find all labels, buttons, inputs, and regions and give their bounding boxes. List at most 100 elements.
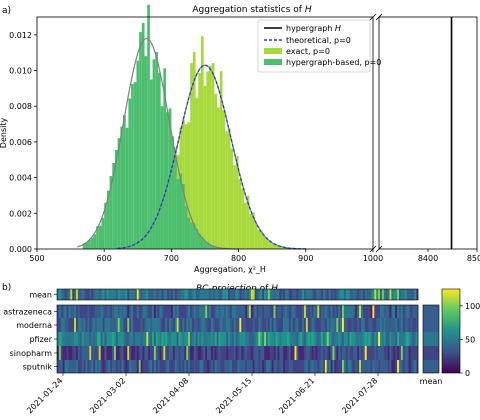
heatmap-cell bbox=[131, 332, 134, 346]
heatmap-cell bbox=[224, 289, 227, 300]
heatmap-cell bbox=[402, 332, 405, 346]
heatmap-cell bbox=[148, 360, 151, 373]
y-tick-label: 0.008 bbox=[9, 102, 32, 111]
heatmap-cell bbox=[264, 289, 267, 300]
exact-histogram-bar bbox=[265, 237, 269, 249]
heatmap-cell bbox=[302, 360, 305, 373]
heatmap-cell bbox=[76, 305, 79, 318]
heatmap-cell bbox=[148, 346, 151, 360]
heatmap-cell bbox=[210, 305, 214, 318]
heatmap-cell bbox=[323, 318, 326, 332]
heatmap-cell bbox=[334, 332, 337, 346]
histogram-area bbox=[77, 4, 453, 250]
heatmap-cell bbox=[121, 289, 124, 300]
hypergraph-based-histogram bbox=[82, 4, 220, 250]
heatmap-cell bbox=[389, 305, 392, 318]
heatmap-cell bbox=[286, 346, 290, 360]
heatmap-cell bbox=[182, 346, 185, 360]
heatmap-cell bbox=[157, 360, 160, 373]
heatmap-cell bbox=[167, 360, 170, 373]
heatmap-cell bbox=[64, 289, 67, 300]
heatmap-cell bbox=[380, 305, 383, 318]
hypergraph-based-histogram-bar bbox=[82, 243, 86, 249]
heatmap-cell bbox=[62, 318, 65, 332]
heatmap-cell bbox=[100, 289, 103, 300]
heatmap-cell bbox=[302, 289, 305, 300]
exact-histogram-bar bbox=[225, 131, 228, 249]
heatmap-cell bbox=[159, 289, 162, 300]
heatmap-cell bbox=[334, 360, 337, 373]
heatmap-cell bbox=[72, 318, 75, 332]
mean-cell bbox=[423, 332, 439, 346]
heatmap-cell bbox=[68, 346, 71, 360]
heatmap-cell bbox=[150, 305, 153, 318]
heatmap-cell bbox=[91, 332, 94, 346]
heatmap-cell bbox=[191, 360, 195, 373]
heatmap-cell bbox=[165, 332, 168, 346]
heatmap-cell bbox=[366, 332, 369, 346]
heatmap-cell bbox=[72, 332, 75, 346]
heatmap-cell bbox=[133, 318, 136, 332]
heatmap-cell bbox=[279, 346, 282, 360]
heatmap-cell bbox=[155, 289, 158, 300]
heatmap-cell bbox=[161, 360, 164, 373]
heatmap-cell bbox=[171, 360, 174, 373]
heatmap-cell bbox=[222, 346, 225, 360]
heatmap-cell bbox=[361, 318, 364, 332]
heatmap-cell bbox=[146, 318, 149, 332]
heatmap-cell bbox=[254, 318, 257, 332]
heatmap-cell bbox=[218, 318, 221, 332]
heatmap-cell bbox=[247, 318, 250, 332]
heatmap-cell bbox=[399, 318, 402, 332]
heatmap-cell bbox=[123, 289, 126, 300]
heatmap-cell bbox=[205, 346, 208, 360]
heatmap-cell bbox=[79, 346, 82, 360]
heatmap-cell bbox=[334, 305, 337, 318]
heatmap-cell bbox=[385, 318, 388, 332]
heatmap-cell bbox=[288, 346, 291, 360]
heatmap-cell bbox=[302, 346, 305, 360]
heatmap-cell bbox=[298, 332, 301, 346]
heatmap-cell bbox=[152, 332, 155, 346]
exact-histogram-bar bbox=[246, 195, 250, 249]
heatmap-cell bbox=[121, 318, 124, 332]
heatmap-cell bbox=[180, 360, 183, 373]
heatmap-cell bbox=[191, 289, 195, 300]
heatmap-cell bbox=[193, 346, 196, 360]
heatmap-cell bbox=[165, 318, 168, 332]
legend-box bbox=[257, 19, 371, 73]
heatmap-cell bbox=[214, 360, 217, 373]
heatmap-cell bbox=[117, 360, 120, 373]
heatmap-cell bbox=[180, 305, 183, 318]
heatmap-cell bbox=[336, 360, 339, 373]
heatmap-cell bbox=[412, 289, 415, 300]
hypergraph-based-histogram-bar bbox=[192, 223, 196, 249]
heatmap-cell bbox=[57, 305, 60, 318]
heatmap-cell bbox=[112, 360, 115, 373]
hypergraph-based-histogram-bar bbox=[182, 183, 185, 249]
heatmap-cell bbox=[138, 346, 141, 360]
heatmap-cell bbox=[96, 332, 100, 346]
heatmap-cell bbox=[321, 360, 324, 373]
heatmap-cell bbox=[292, 346, 295, 360]
heatmap-cell bbox=[343, 318, 347, 332]
hypergraph-based-histogram-bar bbox=[123, 114, 126, 249]
heatmap-cell bbox=[62, 289, 65, 300]
heatmap-cell bbox=[395, 318, 398, 332]
heatmap-cell bbox=[98, 346, 101, 360]
heatmap-cell bbox=[292, 289, 295, 300]
heatmap-cell bbox=[216, 318, 219, 332]
heatmap-cell bbox=[220, 289, 223, 300]
heatmap-cell bbox=[77, 305, 81, 318]
heatmap-cell bbox=[317, 318, 320, 332]
heatmap-cell bbox=[345, 360, 348, 373]
hypergraph-based-histogram-bar bbox=[104, 202, 107, 249]
heatmap-cell bbox=[182, 332, 185, 346]
heatmap-cell bbox=[136, 289, 139, 300]
heatmap-cell bbox=[372, 289, 375, 300]
heatmap-cell bbox=[311, 305, 314, 318]
heatmap-cell bbox=[72, 289, 75, 300]
heatmap-cell bbox=[157, 346, 160, 360]
heatmap-cell bbox=[408, 305, 411, 318]
heatmap-cell bbox=[351, 360, 354, 373]
